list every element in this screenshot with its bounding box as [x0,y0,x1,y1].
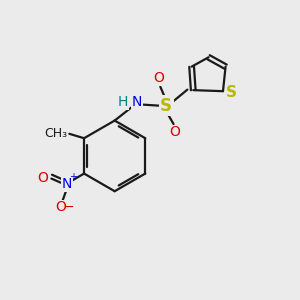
Text: S: S [160,97,172,115]
Text: O: O [56,200,67,214]
Text: +: + [70,172,77,182]
Text: N: N [132,95,142,109]
Text: CH₃: CH₃ [44,127,68,140]
Text: O: O [37,171,48,185]
Text: O: O [169,125,181,139]
Text: O: O [153,71,164,85]
Text: N: N [62,177,72,191]
Text: S: S [226,85,237,100]
Text: H: H [118,95,128,109]
Text: −: − [64,201,74,214]
